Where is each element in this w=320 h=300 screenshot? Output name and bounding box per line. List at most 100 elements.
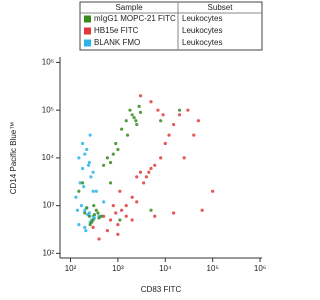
y-tick-label: 10⁴ — [42, 153, 55, 162]
y-axis-label: CD14 Pacific Blue™ — [9, 122, 18, 194]
event-dot — [91, 189, 95, 193]
event-dot — [96, 211, 100, 215]
event-dot — [156, 108, 160, 112]
event-dot — [120, 208, 124, 212]
event-dot — [94, 189, 98, 193]
event-dot — [97, 216, 101, 220]
x-tick-label: 10³ — [112, 264, 124, 273]
event-dot — [132, 115, 136, 120]
event-dot — [86, 163, 91, 167]
x-tick-label: 10⁴ — [159, 264, 172, 273]
event-dot — [192, 133, 196, 137]
event-dot — [124, 119, 128, 123]
event-dot — [159, 119, 163, 123]
event-dot — [83, 225, 87, 230]
event-dot — [147, 170, 151, 174]
event-dot — [137, 104, 141, 108]
event-dot — [105, 156, 109, 160]
y-tick-label: 10⁵ — [42, 105, 54, 114]
event-dot — [108, 218, 113, 222]
event-dot — [88, 223, 92, 227]
event-dot — [172, 211, 176, 215]
event-dot — [142, 181, 146, 185]
legend-label: BLANK FMO — [94, 38, 140, 47]
event-dot — [89, 175, 93, 179]
event-dot — [92, 212, 97, 217]
legend-subset: Leukocytes — [182, 38, 222, 47]
legend-label: HB15e FITC — [94, 26, 139, 35]
event-dot — [130, 218, 134, 222]
event-dot — [77, 156, 81, 160]
y-tick-label: 10² — [42, 248, 54, 257]
event-dot — [85, 206, 89, 210]
event-dot — [77, 189, 81, 193]
event-dot — [135, 175, 139, 179]
event-dot — [79, 204, 84, 208]
event-dot — [130, 195, 134, 199]
chart: Sample Subset CD83 FITC CD14 Pacific Blu… — [9, 1, 266, 294]
event-dot — [84, 228, 88, 233]
legend-swatch — [84, 15, 91, 23]
event-dot — [83, 208, 87, 212]
event-dot — [125, 133, 130, 137]
x-tick-label: 10⁶ — [254, 264, 266, 273]
event-dot — [159, 156, 163, 160]
event-dot — [88, 133, 92, 137]
x-tick-label: 10⁵ — [207, 264, 219, 273]
event-dot — [111, 204, 115, 208]
event-dot — [124, 204, 128, 208]
event-dot — [120, 127, 124, 131]
event-dot — [102, 200, 106, 204]
event-dot — [177, 113, 182, 117]
legend-header: Subset — [208, 3, 234, 12]
event-dot — [138, 94, 143, 98]
event-dot — [153, 163, 157, 167]
legend-swatch — [84, 27, 91, 35]
event-dot — [161, 113, 165, 117]
y-tick-label: 10³ — [42, 201, 54, 210]
event-dot — [91, 225, 95, 230]
event-dot — [99, 214, 104, 218]
event-dot — [81, 141, 85, 146]
event-dot — [149, 208, 153, 212]
event-dot — [149, 166, 153, 171]
event-dot — [172, 122, 176, 127]
event-dot — [108, 181, 113, 185]
event-dot — [211, 189, 215, 193]
event-dot — [124, 214, 128, 218]
event-dot — [85, 147, 89, 152]
legend-subset: Leukocytes — [182, 26, 222, 35]
legend-swatch — [84, 39, 91, 47]
event-dot — [167, 133, 171, 137]
event-dot — [87, 160, 91, 165]
event-dot — [78, 181, 82, 185]
legend-label: mIgG1 MOPC-21 FITC — [94, 14, 176, 23]
event-dot — [83, 152, 87, 156]
event-dot — [118, 218, 122, 222]
event-dot — [94, 208, 98, 212]
event-dot — [108, 160, 113, 165]
event-dot — [134, 119, 138, 123]
event-dot — [90, 220, 94, 224]
event-dot — [144, 175, 149, 179]
event-dot — [81, 181, 85, 185]
legend-subset: Leukocytes — [182, 14, 222, 23]
event-dot — [153, 214, 157, 218]
legend-header: Sample — [115, 3, 143, 12]
event-dot — [128, 108, 132, 112]
event-dot — [116, 223, 120, 227]
event-dot — [97, 237, 101, 241]
event-dot — [105, 228, 109, 233]
event-dot — [92, 204, 96, 208]
event-dot — [177, 108, 182, 112]
legend-box — [79, 1, 263, 51]
event-dot — [114, 141, 118, 146]
y-tick-label: 10⁶ — [42, 58, 54, 67]
event-dot — [87, 214, 91, 218]
x-tick-label: 10² — [65, 264, 77, 273]
event-dot — [138, 170, 143, 174]
event-dot — [182, 156, 186, 160]
event-dot — [82, 185, 86, 189]
event-dot — [111, 152, 115, 156]
